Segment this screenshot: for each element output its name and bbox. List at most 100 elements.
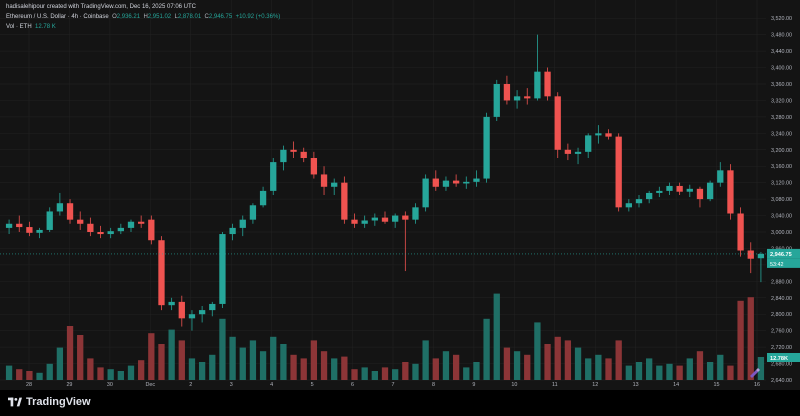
candles xyxy=(5,34,765,331)
price-tick-label: 3,360.00 xyxy=(771,82,792,88)
tradingview-logo[interactable]: TradingView xyxy=(8,396,91,408)
candle-body xyxy=(77,219,84,224)
brush-icon[interactable] xyxy=(750,368,760,378)
low-label: L xyxy=(174,14,178,20)
candle-body xyxy=(605,133,612,137)
volume-bar xyxy=(747,297,754,380)
volume-bar xyxy=(198,362,206,380)
time-tick-label: 6 xyxy=(351,382,354,388)
price-tick-label: 3,240.00 xyxy=(771,131,792,137)
volume-bar xyxy=(757,356,765,380)
volume-bar xyxy=(493,293,500,380)
price-tick-label: 3,080.00 xyxy=(771,197,792,203)
volume-bar xyxy=(513,351,521,380)
change-value: +10.92 (+0.36%) xyxy=(235,14,281,20)
symbol-ohlc-row[interactable]: Ethereum / U.S. Dollar · 4h · Coinbase O… xyxy=(6,14,280,20)
candle-body xyxy=(331,182,338,187)
candle-body xyxy=(585,135,592,152)
volume-bar xyxy=(229,336,236,380)
candle-body xyxy=(209,303,216,311)
time-tick-label: 16 xyxy=(754,382,760,388)
candle-body xyxy=(36,229,43,233)
candle-body xyxy=(696,188,704,200)
volume-bar xyxy=(178,340,185,380)
volume-bar xyxy=(361,367,368,380)
volume-bar xyxy=(26,371,33,380)
price-tick-label: 3,160.00 xyxy=(771,164,792,170)
time-tick-label: 13 xyxy=(633,382,639,388)
candle-body xyxy=(229,227,236,235)
time-tick-label: 8 xyxy=(432,382,435,388)
symbol-title[interactable]: Ethereum / U.S. Dollar · 4h · Coinbase xyxy=(6,14,109,20)
price-tick-label: 2,800.00 xyxy=(771,312,792,318)
candle-body xyxy=(371,217,378,221)
volume-bar xyxy=(249,340,257,380)
candle-body xyxy=(361,220,368,224)
countdown-text: 53:42 xyxy=(770,262,784,268)
candle-body xyxy=(168,301,175,306)
volume-bar xyxy=(127,365,135,380)
candle-body xyxy=(310,158,318,175)
volume-bar xyxy=(87,358,94,380)
volume-bar xyxy=(574,347,582,380)
volume-bar xyxy=(605,358,612,380)
volume-bar xyxy=(239,347,246,380)
volume-bar xyxy=(148,333,155,380)
time-axis[interactable]: 28 29 30 Dec 2 3 4 5 6 7 8 9 10 11 12 13 14 15 16 xyxy=(26,382,760,388)
volume-bar xyxy=(544,344,551,380)
open-value: 2,936.21 xyxy=(116,14,141,20)
candle-body xyxy=(513,96,521,101)
volume-bar xyxy=(666,363,673,380)
volume-legend-row[interactable]: Vol · ETH 12.78 K xyxy=(6,24,56,30)
volume-bar xyxy=(463,367,470,380)
price-tick-label: 3,400.00 xyxy=(771,66,792,72)
volume-bar xyxy=(554,336,561,380)
volume-bar xyxy=(381,367,389,380)
footer-bar xyxy=(0,390,800,416)
volume-bar xyxy=(351,369,358,380)
time-tick-label: 9 xyxy=(472,382,475,388)
volume-bar xyxy=(442,351,450,380)
candle-body xyxy=(402,215,409,220)
candle-body xyxy=(300,151,307,158)
candle-body xyxy=(483,116,490,179)
volume-bar xyxy=(5,365,13,380)
time-tick-label: Dec xyxy=(146,382,156,388)
candle-body xyxy=(564,149,572,154)
volume-bar xyxy=(97,367,104,380)
volume-bar xyxy=(473,362,480,380)
volume-bar xyxy=(371,371,378,380)
candle-body xyxy=(473,178,480,182)
time-tick-label: 7 xyxy=(392,382,395,388)
volume-bar xyxy=(138,360,145,380)
volume-bar xyxy=(635,362,643,380)
volume-bar xyxy=(402,362,409,380)
volume-bar xyxy=(158,344,165,380)
volume-bar xyxy=(56,347,64,380)
candle-body xyxy=(239,219,246,228)
time-tick-label: 28 xyxy=(26,382,32,388)
price-axis[interactable]: 3,520.00 3,480.00 3,440.00 3,400.00 3,360.00… xyxy=(771,16,792,384)
candle-body xyxy=(26,227,33,233)
candle-body xyxy=(503,84,511,101)
time-tick-label: 2 xyxy=(189,382,192,388)
volume-bar xyxy=(219,318,226,380)
price-badges: 2,946.75 53:42 12.78K xyxy=(767,248,800,362)
price-tick-label: 2,880.00 xyxy=(771,279,792,285)
candle-body xyxy=(341,182,348,220)
candle-body xyxy=(270,162,277,191)
price-tick-label: 2,640.00 xyxy=(771,378,792,384)
candle-body xyxy=(452,180,460,184)
volume-bar xyxy=(46,363,53,380)
volume-bar xyxy=(36,372,43,380)
volume-bar xyxy=(392,369,399,380)
volume-label[interactable]: Vol · ETH xyxy=(6,24,32,30)
open-label: O xyxy=(112,14,117,20)
candle-body xyxy=(534,71,541,99)
candle-body xyxy=(574,151,582,154)
high-value: 2,951.02 xyxy=(147,14,172,20)
price-tick-label: 2,840.00 xyxy=(771,296,792,302)
volume-bar xyxy=(300,358,307,380)
